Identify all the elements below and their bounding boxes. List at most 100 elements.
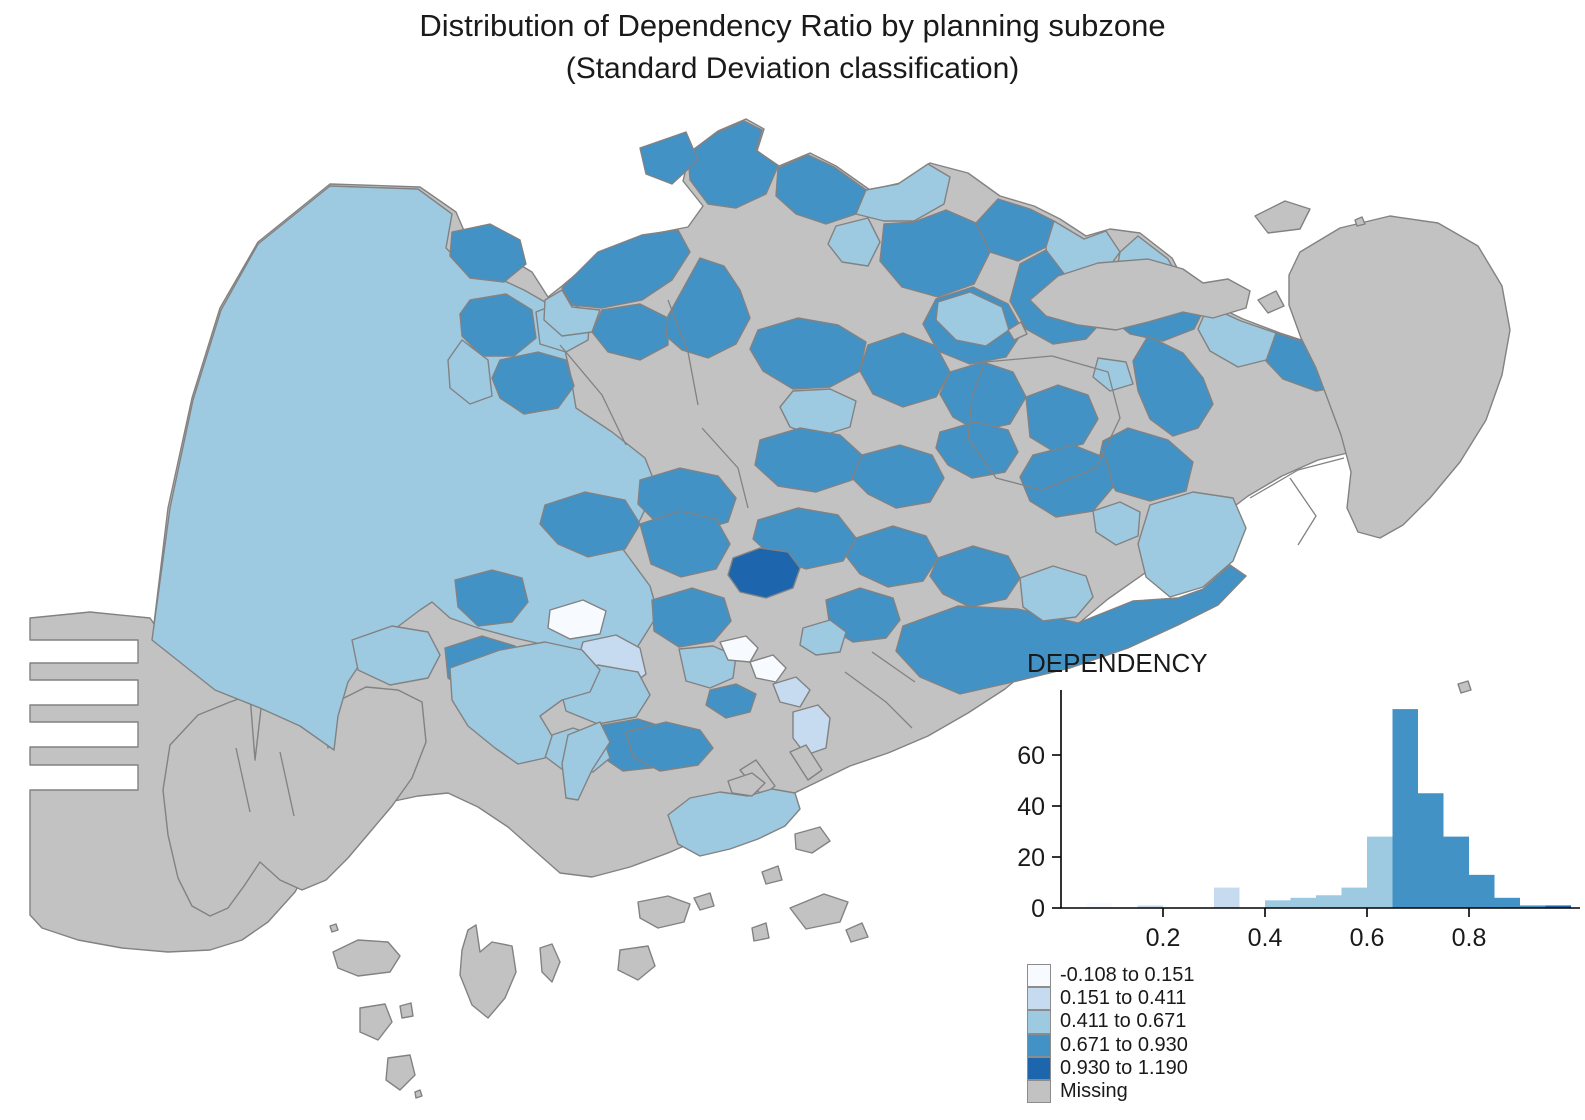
- map-region-sentosa: [667, 788, 801, 857]
- histogram-bar-3: [1265, 900, 1291, 908]
- map-region-loyang-west: [1092, 357, 1134, 392]
- map-region-admiralty: [639, 131, 699, 185]
- legend-label-3: 0.671 to 0.930: [1060, 1033, 1188, 1056]
- map-region-geylang: [929, 545, 1021, 608]
- map-region-tampines: [1097, 427, 1194, 502]
- map-region-kallang-north: [845, 525, 939, 588]
- x-tick-label-0.8: 0.8: [1452, 924, 1487, 952]
- map-region-pulau-bukom: [332, 939, 401, 977]
- boundary-hint-7: [871, 651, 916, 683]
- map-region-harbor-pier-2: [789, 744, 823, 781]
- histogram-bar-7: [1367, 836, 1393, 908]
- legend-swatch-class1: [1027, 964, 1051, 988]
- map-region-woodlands-west: [561, 229, 691, 309]
- x-tick-label-0.2: 0.2: [1146, 924, 1181, 952]
- map-region-bukit-panjang: [491, 351, 575, 415]
- map-region-ubin-east-islet: [1257, 290, 1285, 314]
- legend-label-4: 0.930 to 1.190: [1060, 1056, 1188, 1079]
- histogram-bar-9: [1418, 793, 1444, 908]
- y-tick-label-20: 20: [1017, 844, 1045, 872]
- map-region-sembawang-east: [855, 163, 951, 222]
- map-boundary-hints-layer: [235, 299, 1345, 817]
- map-region-kembangan: [1092, 501, 1141, 546]
- histogram-bar-10: [1443, 836, 1469, 908]
- map-region-pulau-brani: [794, 826, 831, 854]
- histogram-axes: [1060, 690, 1580, 909]
- map-region-south-isle-13: [761, 865, 783, 885]
- histogram-bar-11: [1469, 874, 1495, 908]
- legend-item-4: 0.930 to 1.190: [1027, 1056, 1195, 1080]
- map-region-city-light: [799, 619, 847, 656]
- boundary-hint-9: [279, 751, 295, 817]
- map-region-bpanjang-west: [447, 339, 493, 405]
- map-region-yew-tee: [449, 223, 527, 283]
- map-region-east-coast: [895, 564, 1247, 695]
- x-tick-label-0.4: 0.4: [1248, 924, 1283, 952]
- chart-title: Distribution of Dependency Ratio by plan…: [419, 8, 1166, 43]
- map-regions-layer: [29, 118, 1511, 1099]
- map-region-south-isle-5: [385, 1054, 416, 1091]
- map-region-bukit-timah-north: [539, 491, 641, 558]
- map-region-bedok: [1137, 491, 1247, 598]
- map-region-jurong-west: [351, 625, 441, 686]
- map-region-marymount: [754, 427, 863, 493]
- legend-swatch-class4: [1027, 1033, 1051, 1057]
- map-region-speck-south-1: [329, 923, 339, 933]
- map-region-lazarus: [693, 892, 715, 911]
- legend-item-3: 0.671 to 0.930: [1027, 1033, 1195, 1057]
- map-region-pale-subzone-a: [547, 599, 607, 640]
- histogram-title: DEPENDENCY: [1027, 648, 1208, 678]
- map-region-ubin-west-islet: [1007, 321, 1028, 341]
- map-region-bukit-batok: [454, 569, 529, 627]
- map-legend: -0.108 to 0.151 0.151 to 0.411 0.411 to 0.…: [1027, 964, 1195, 1104]
- map-region-south-isle-10: [751, 922, 770, 942]
- legend-label-2: 0.411 to 0.671: [1060, 1010, 1187, 1033]
- map-region-ang-mo-kio: [749, 317, 867, 390]
- boundary-hint-5: [1289, 477, 1317, 546]
- map-region-bukit-timah-south: [639, 510, 731, 578]
- histogram-bar-8: [1392, 709, 1418, 908]
- map-region-keppel-isle: [727, 772, 766, 797]
- histogram-bar-13: [1520, 905, 1546, 908]
- legend-swatch-class2: [1027, 987, 1051, 1011]
- map-region-south-isle-3: [539, 943, 561, 983]
- histogram-bar-5: [1316, 895, 1342, 908]
- map-region-white-city-2: [749, 654, 787, 683]
- legend-label-0: -0.108 to 0.151: [1060, 964, 1195, 987]
- map-region-south-isle-7: [617, 945, 656, 981]
- boundary-hint-3: [967, 355, 1121, 491]
- legend-item-1: 0.151 to 0.411: [1027, 987, 1195, 1011]
- y-tick-label-60: 60: [1017, 742, 1045, 770]
- map-region-speck-northeast: [1354, 216, 1366, 227]
- legend-item-0: -0.108 to 0.151: [1027, 964, 1195, 988]
- map-region-woodlands-north: [687, 120, 779, 209]
- map-region-bukit-merah: [625, 721, 714, 772]
- boundary-hint-1: [667, 299, 699, 406]
- map-region-lorong-chuan: [851, 444, 945, 509]
- map-region-pale-city: [772, 676, 811, 708]
- histogram-bar-1: [1137, 905, 1163, 908]
- map-region-kusu-cluster: [789, 893, 849, 930]
- y-tick-label-0: 0: [1031, 895, 1045, 923]
- boundary-hint-0: [559, 344, 627, 446]
- x-tick-label-0.6: 0.6: [1350, 924, 1385, 952]
- map-region-white-city-1: [719, 635, 759, 663]
- map-region-dark-subzone: [727, 547, 801, 599]
- map-region-bishan: [779, 388, 857, 438]
- boundary-hint-6: [844, 671, 913, 729]
- legend-item-5: Missing: [1027, 1079, 1195, 1104]
- histogram-bar-2: [1214, 887, 1240, 908]
- map-region-speck-east: [1457, 680, 1472, 694]
- map-region-river-valley: [705, 683, 757, 719]
- map-region-serangoon-north: [935, 291, 1010, 347]
- histogram-bar-0: [1086, 902, 1112, 908]
- legend-label-5: Missing: [1060, 1080, 1128, 1103]
- map-region-pulau-semakau: [459, 924, 517, 1019]
- map-region-pasir-ris: [1197, 305, 1277, 368]
- legend-swatch-class3: [1027, 1010, 1051, 1034]
- legend-label-1: 0.151 to 0.411: [1060, 987, 1187, 1010]
- map-region-woodlands-south: [591, 303, 669, 361]
- map-region-marina-pale: [792, 704, 831, 756]
- histogram: 0 20 40 60 0.2 0.4 0.6 0.8 DEPENDENCY: [1017, 648, 1580, 952]
